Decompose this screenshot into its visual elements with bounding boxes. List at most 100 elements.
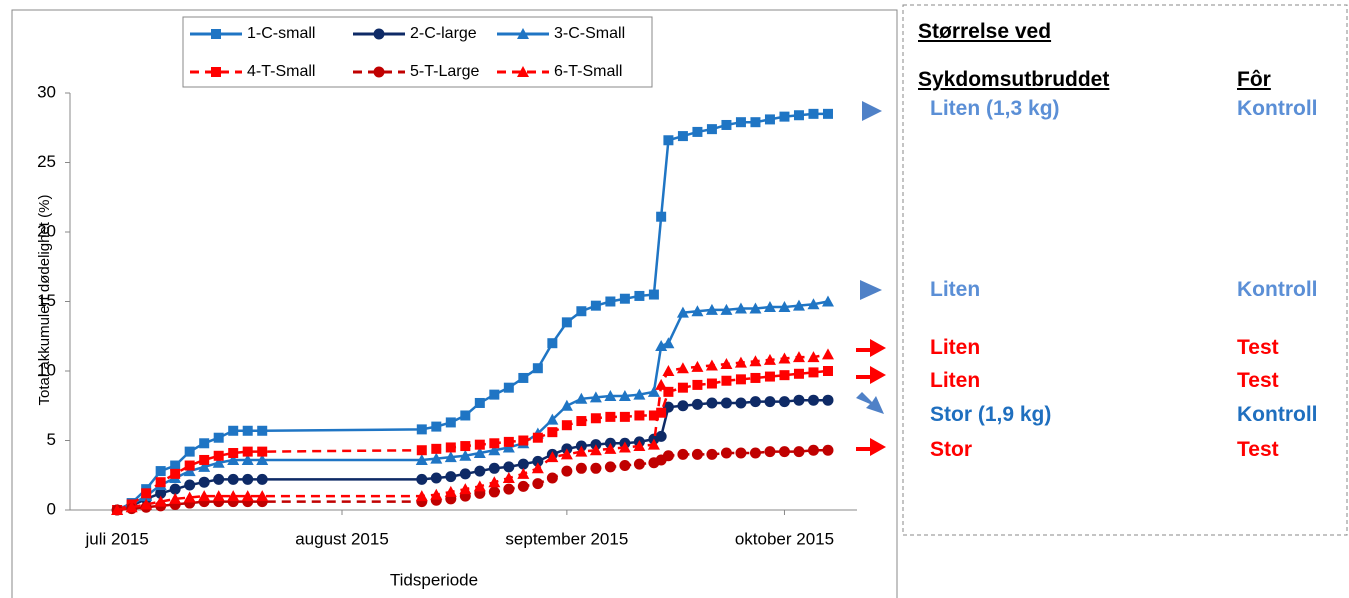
marker: [445, 442, 456, 453]
marker: [691, 398, 703, 410]
marker: [140, 498, 153, 510]
marker: [518, 435, 529, 446]
marker: [257, 446, 268, 457]
marker: [734, 302, 747, 314]
x-tick-label: september 2015: [505, 529, 628, 548]
marker: [546, 451, 559, 463]
marker: [503, 382, 514, 393]
marker: [720, 397, 732, 409]
marker: [822, 366, 833, 376]
marker: [763, 301, 776, 313]
marker: [822, 444, 834, 456]
marker: [735, 117, 746, 128]
marker: [212, 490, 225, 502]
y-tick-label: 0: [47, 499, 56, 518]
marker: [634, 410, 645, 421]
y-tick-label: 10: [37, 360, 56, 379]
marker: [488, 476, 501, 488]
marker: [604, 442, 617, 454]
marker: [793, 368, 804, 379]
y-tick-label: 30: [37, 82, 56, 101]
marker: [460, 441, 471, 452]
marker: [705, 359, 718, 371]
marker: [502, 472, 515, 484]
marker: [821, 295, 834, 307]
marker: [656, 407, 667, 418]
marker: [170, 468, 181, 479]
legend-label: 6-T-Small: [554, 63, 622, 80]
marker: [778, 396, 790, 408]
marker: [822, 394, 834, 406]
marker: [692, 126, 703, 137]
marker: [431, 443, 442, 454]
y-tick-label: 5: [47, 430, 56, 449]
marker: [444, 451, 457, 463]
marker: [184, 460, 195, 471]
marker: [605, 411, 616, 422]
marker: [488, 462, 500, 474]
x-axis-title: Tidsperiode: [390, 570, 478, 589]
arrow: [856, 438, 886, 456]
marker: [184, 479, 196, 491]
marker: [778, 352, 791, 364]
row-feed: Kontroll: [1237, 278, 1318, 301]
marker: [430, 452, 443, 464]
panel-header: Størrelse ved: [918, 20, 1052, 43]
marker: [257, 425, 268, 436]
marker: [199, 454, 210, 465]
marker: [111, 504, 124, 515]
marker: [589, 444, 602, 456]
x-tick-label: oktober 2015: [735, 529, 834, 548]
marker: [430, 472, 442, 484]
marker: [720, 358, 733, 370]
marker: [228, 448, 239, 459]
marker: [445, 417, 456, 428]
marker: [663, 135, 674, 146]
marker: [691, 360, 704, 372]
marker: [532, 455, 544, 467]
marker: [547, 427, 558, 438]
marker: [184, 446, 195, 457]
marker: [212, 456, 225, 468]
marker: [691, 305, 704, 317]
marker: [517, 480, 529, 492]
marker: [256, 473, 268, 485]
marker: [590, 462, 602, 474]
marker: [213, 473, 225, 485]
panel-frame: [902, 4, 1348, 536]
marker: [546, 472, 558, 484]
marker: [256, 490, 269, 502]
marker: [373, 66, 385, 78]
marker: [532, 478, 544, 490]
row-size: Stor (1,9 kg): [930, 403, 1052, 426]
marker: [241, 453, 254, 465]
marker: [198, 490, 211, 502]
marker: [648, 410, 659, 421]
marker: [750, 117, 761, 128]
marker: [605, 296, 616, 307]
marker: [517, 28, 529, 39]
marker: [561, 317, 572, 328]
marker: [155, 466, 166, 477]
marker: [444, 485, 457, 497]
marker: [459, 468, 471, 480]
marker: [227, 490, 240, 502]
arrow: [862, 101, 882, 121]
series: [111, 295, 834, 515]
marker: [473, 480, 486, 492]
marker: [822, 108, 833, 119]
marker: [821, 348, 834, 360]
marker: [705, 303, 718, 315]
marker: [503, 461, 515, 473]
marker: [779, 370, 790, 381]
marker: [764, 114, 775, 125]
marker: [154, 495, 167, 507]
marker: [227, 473, 239, 485]
y-tick-label: 20: [37, 221, 56, 240]
marker: [227, 453, 240, 465]
marker: [576, 416, 587, 427]
row-feed: Kontroll: [1237, 97, 1318, 120]
marker: [648, 289, 659, 300]
row-feed: Test: [1237, 336, 1279, 359]
